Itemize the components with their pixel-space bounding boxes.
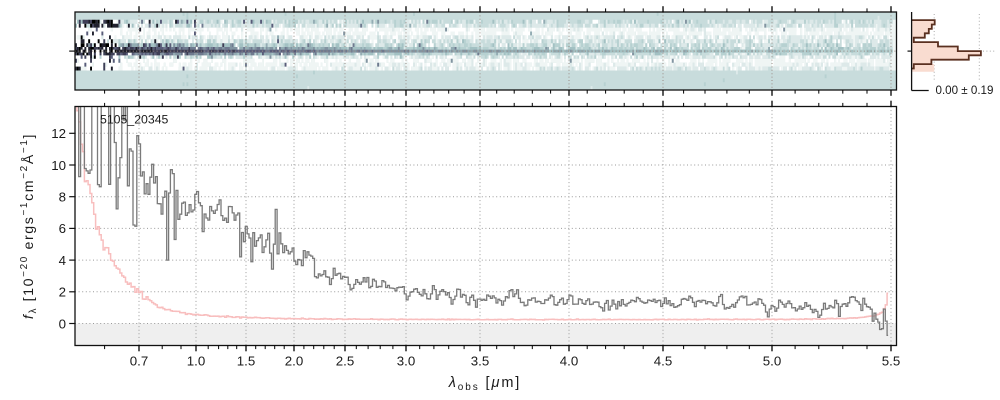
svg-text:2.0: 2.0 xyxy=(285,354,304,369)
svg-text:0.00 ± 0.19: 0.00 ± 0.19 xyxy=(936,84,994,97)
svg-text:1.0: 1.0 xyxy=(187,354,206,369)
svg-text:4.0: 4.0 xyxy=(560,354,579,369)
svg-text:5.5: 5.5 xyxy=(882,354,901,369)
svg-text:10: 10 xyxy=(51,158,66,173)
svg-text:8: 8 xyxy=(59,190,66,205)
svg-text:0.7: 0.7 xyxy=(130,354,149,369)
svg-text:0: 0 xyxy=(59,316,66,331)
svg-text:5105_20345: 5105_20345 xyxy=(100,113,169,127)
svg-text:3.5: 3.5 xyxy=(471,354,490,369)
svg-text:6: 6 xyxy=(59,221,66,236)
svg-text:4.5: 4.5 xyxy=(654,354,673,369)
svg-text:5.0: 5.0 xyxy=(763,354,782,369)
svg-text:3.0: 3.0 xyxy=(397,354,416,369)
svg-text:1.5: 1.5 xyxy=(237,354,256,369)
svg-text:12: 12 xyxy=(51,126,66,141)
svg-text:2.5: 2.5 xyxy=(336,354,355,369)
svg-text:λobs [μm]: λobs [μm] xyxy=(448,375,522,393)
svg-text:2: 2 xyxy=(59,285,66,300)
svg-text:fλ [10−20 ergs−1cm−2Å−1]: fλ [10−20 ergs−1cm−2Å−1] xyxy=(19,133,39,319)
svg-text:4: 4 xyxy=(59,253,66,268)
